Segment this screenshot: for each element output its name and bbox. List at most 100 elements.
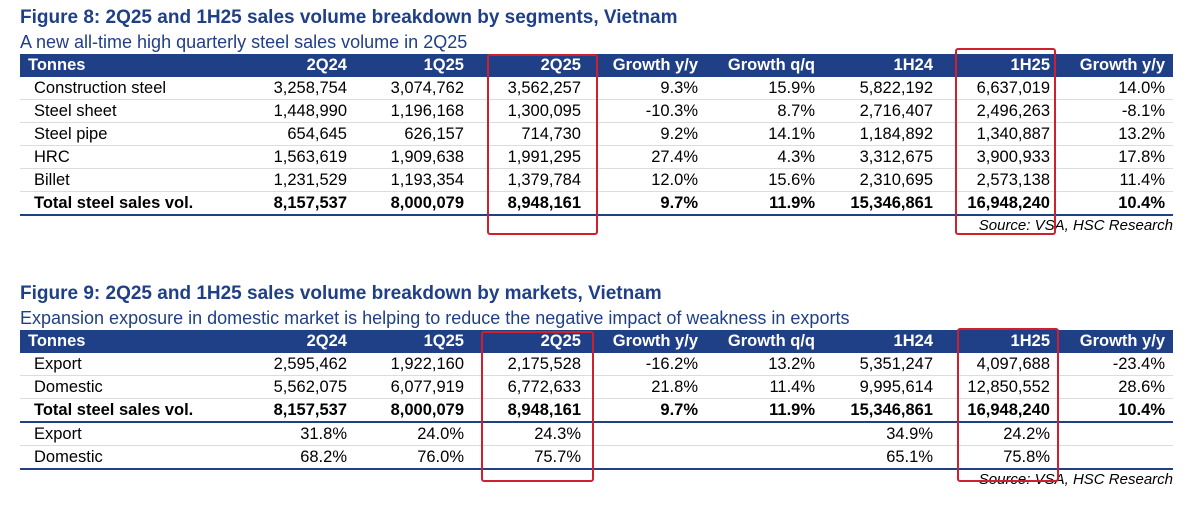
table-cell: 24.3% [472, 422, 589, 446]
figure-9-source: Source: VSA, HSC Research [978, 471, 1173, 488]
table-cell: 24.2% [941, 422, 1058, 446]
table-row: Steel sheet 1,448,990 1,196,168 1,300,095 -1… [20, 99, 1173, 123]
table-cell: 13.2% [706, 353, 823, 376]
column-header: Growth y/y [1058, 330, 1173, 353]
table-cell: 11.9% [706, 398, 823, 423]
table-cell: 3,312,675 [823, 145, 941, 169]
table-cell: 1,379,784 [472, 168, 589, 192]
table-cell: 75.7% [472, 445, 589, 470]
table-cell [589, 445, 706, 470]
row-label: Steel pipe [20, 122, 240, 146]
table-cell: 8,948,161 [472, 398, 589, 423]
table-cell [1058, 445, 1173, 470]
table-cell: 1,193,354 [355, 168, 472, 192]
column-header: 2Q24 [240, 54, 355, 77]
column-header: 1H25 [941, 330, 1058, 353]
table-cell: 2,310,695 [823, 168, 941, 192]
table-cell: 3,900,933 [941, 145, 1058, 169]
figure-8: Figure 8: 2Q25 and 1H25 sales volume bre… [20, 6, 1173, 236]
table-cell: 5,351,247 [823, 353, 941, 376]
table-cell: 15.6% [706, 168, 823, 192]
table-cell: 24.0% [355, 422, 472, 446]
column-header: 1H24 [823, 330, 941, 353]
column-header: Growth q/q [706, 330, 823, 353]
header-row: Tonnes 2Q24 1Q25 2Q25 Growth y/y Growth q/q 1H… [20, 330, 1173, 353]
table-cell: 16,948,240 [941, 398, 1058, 423]
table-cell: 2,595,462 [240, 353, 355, 376]
row-label: Total steel sales vol. [20, 398, 240, 423]
row-label: Domestic [20, 375, 240, 399]
table-cell: 14.1% [706, 122, 823, 146]
table-row: Construction steel 3,258,754 3,074,762 3,56… [20, 77, 1173, 100]
table-cell: 6,772,633 [472, 375, 589, 399]
column-header: 1Q25 [355, 330, 472, 353]
table-cell: 4,097,688 [941, 353, 1058, 376]
table-cell [1058, 422, 1173, 446]
table-cell: 13.2% [1058, 122, 1173, 146]
table-cell: 9.7% [589, 398, 706, 423]
table-cell: -23.4% [1058, 353, 1173, 376]
figure-9-title: Figure 9: 2Q25 and 1H25 sales volume bre… [20, 283, 662, 304]
table-cell: 28.6% [1058, 375, 1173, 399]
table-cell: 75.8% [941, 445, 1058, 470]
table-cell: 6,077,919 [355, 375, 472, 399]
segments-table: Tonnes 2Q24 1Q25 2Q25 Growth y/y Growth q/q 1H… [20, 54, 1173, 216]
table-row: Export 2,595,462 1,922,160 2,175,528 -16.2% 1… [20, 353, 1173, 376]
table-cell: 1,909,638 [355, 145, 472, 169]
table-cell: 1,184,892 [823, 122, 941, 146]
table-cell: 1,231,529 [240, 168, 355, 192]
table-cell: 9.2% [589, 122, 706, 146]
table-cell: 5,822,192 [823, 77, 941, 100]
table-cell: 3,258,754 [240, 77, 355, 100]
column-header: Tonnes [20, 330, 240, 353]
table-cell: 10.4% [1058, 191, 1173, 216]
table-cell: 8,157,537 [240, 191, 355, 216]
column-header: 2Q24 [240, 330, 355, 353]
total-row: Total steel sales vol. 8,157,537 8,000,079… [20, 398, 1173, 423]
table-cell: 654,645 [240, 122, 355, 146]
table-cell: 5,562,075 [240, 375, 355, 399]
row-label: Export [20, 422, 240, 446]
column-header: Tonnes [20, 54, 240, 77]
table-cell [706, 422, 823, 446]
table-cell: 3,562,257 [472, 77, 589, 100]
table-cell: 3,074,762 [355, 77, 472, 100]
table-cell: 9,995,614 [823, 375, 941, 399]
row-label: HRC [20, 145, 240, 169]
table-cell: 15,346,861 [823, 398, 941, 423]
table-cell: -16.2% [589, 353, 706, 376]
table-cell: 17.8% [1058, 145, 1173, 169]
row-label: Steel sheet [20, 99, 240, 123]
table-cell: 1,196,168 [355, 99, 472, 123]
table-cell: 8.7% [706, 99, 823, 123]
table-row: Billet 1,231,529 1,193,354 1,379,784 12.0% 15… [20, 168, 1173, 192]
table-row: HRC 1,563,619 1,909,638 1,991,295 27.4% 4.3% 3… [20, 145, 1173, 169]
column-header: Growth y/y [1058, 54, 1173, 77]
table-cell [706, 445, 823, 470]
table-cell: 76.0% [355, 445, 472, 470]
column-header: 1H24 [823, 54, 941, 77]
table-row: Steel pipe 654,645 626,157 714,730 9.2% 14.1%… [20, 122, 1173, 146]
column-header: Growth y/y [589, 330, 706, 353]
table-cell: 8,000,079 [355, 191, 472, 216]
table-cell: 1,300,095 [472, 99, 589, 123]
row-label: Domestic [20, 445, 240, 470]
table-cell: 9.7% [589, 191, 706, 216]
table-cell: -8.1% [1058, 99, 1173, 123]
table-cell: 68.2% [240, 445, 355, 470]
table-cell: 8,000,079 [355, 398, 472, 423]
table-cell: 626,157 [355, 122, 472, 146]
column-header: 1H25 [941, 54, 1058, 77]
table-row: Export 31.8% 24.0% 24.3% 34.9% 24.2% [20, 422, 1173, 446]
row-label: Billet [20, 168, 240, 192]
total-row: Total steel sales vol. 8,157,537 8,000,079… [20, 191, 1173, 216]
row-label: Export [20, 353, 240, 376]
table-cell: 1,563,619 [240, 145, 355, 169]
row-label: Total steel sales vol. [20, 191, 240, 216]
header-row: Tonnes 2Q24 1Q25 2Q25 Growth y/y Growth q/q 1H… [20, 54, 1173, 77]
table-cell: 1,448,990 [240, 99, 355, 123]
table-cell: 2,573,138 [941, 168, 1058, 192]
table-cell: 1,922,160 [355, 353, 472, 376]
column-header: 1Q25 [355, 54, 472, 77]
table-cell: 6,637,019 [941, 77, 1058, 100]
